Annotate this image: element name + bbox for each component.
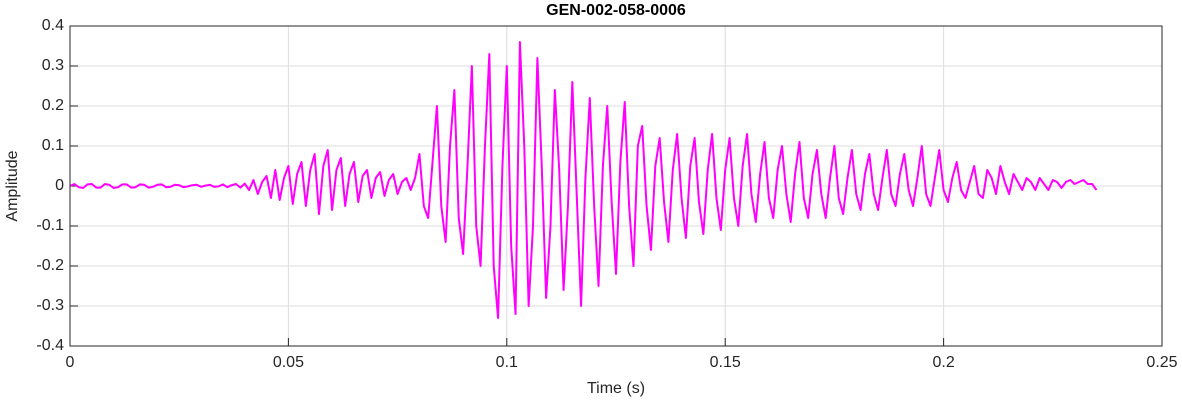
axes-box	[69, 25, 1163, 347]
x-tick-label: 0.25	[1146, 354, 1177, 371]
y-axis-label: Amplitude	[4, 150, 21, 221]
x-tick-label: 0.2	[932, 354, 954, 371]
x-tick-label: 0.15	[710, 354, 741, 371]
y-tick-label: -0.1	[36, 217, 64, 234]
y-tick-label: -0.2	[36, 257, 64, 274]
x-axis-label: Time (s)	[587, 380, 645, 397]
y-tick-label: 0	[55, 177, 64, 194]
x-tick-label: 0.05	[273, 354, 304, 371]
x-tick-label: 0.1	[496, 354, 518, 371]
y-tick-label: -0.4	[36, 337, 64, 354]
chart-title: GEN-002-058-0006	[546, 2, 686, 19]
waveform-line	[69, 41, 1098, 319]
x-tick-label: 0	[66, 354, 75, 371]
y-tick-label: 0.2	[42, 97, 64, 114]
y-tick-label: 0.4	[42, 17, 64, 34]
y-tick-label: 0.3	[42, 57, 64, 74]
y-tick-label: 0.1	[42, 137, 64, 154]
y-tick-label: -0.3	[36, 297, 64, 314]
